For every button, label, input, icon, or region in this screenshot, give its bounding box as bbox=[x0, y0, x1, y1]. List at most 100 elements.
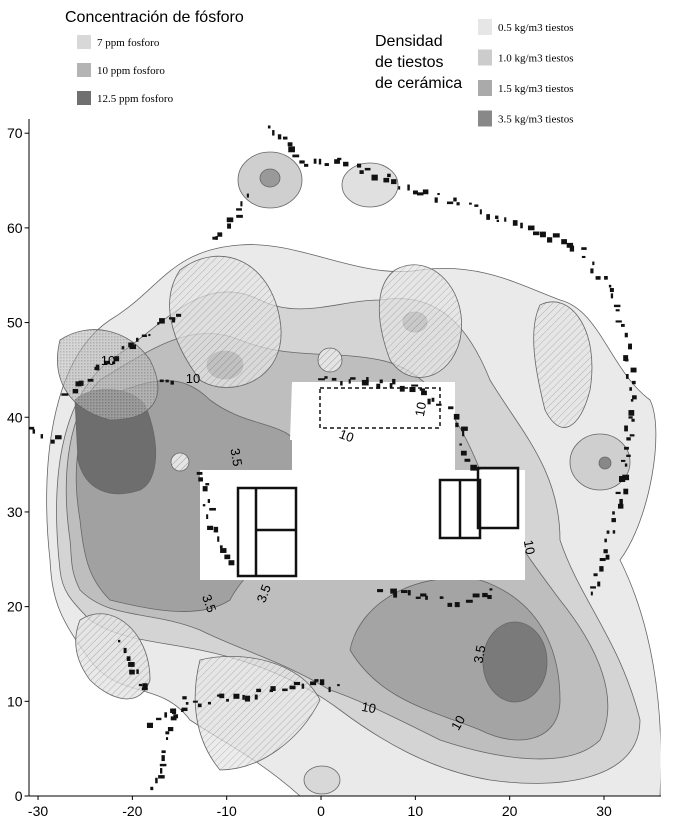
wall-stone bbox=[590, 268, 594, 274]
wall-stone bbox=[611, 518, 616, 523]
wall-stone bbox=[226, 698, 229, 702]
wall-stone bbox=[293, 681, 301, 686]
wall-stone bbox=[539, 231, 546, 238]
wall-stone bbox=[393, 592, 398, 598]
wall-stone bbox=[123, 647, 127, 654]
wall-stone bbox=[520, 222, 523, 229]
wall-stone bbox=[420, 593, 427, 597]
wall-stone bbox=[366, 377, 369, 383]
contour-label: 10 bbox=[360, 699, 377, 716]
wall-stone bbox=[146, 722, 153, 728]
wall-stone bbox=[474, 204, 479, 207]
wall-stone bbox=[75, 381, 82, 387]
wall-stone bbox=[482, 592, 488, 598]
wall-stone bbox=[217, 536, 220, 542]
wall-stone bbox=[630, 367, 637, 373]
wall-stone bbox=[217, 232, 223, 237]
wall-stone bbox=[453, 413, 460, 420]
wall-stone bbox=[310, 681, 317, 686]
y-tick-label: 60 bbox=[7, 220, 23, 236]
wall-stone bbox=[129, 344, 137, 350]
y-tick-label: 50 bbox=[7, 315, 23, 331]
wall-stone bbox=[630, 399, 634, 402]
wall-stone bbox=[422, 189, 429, 195]
legend-label: 0.5 kg/m3 tiestos bbox=[498, 22, 573, 34]
wall-stone bbox=[136, 337, 139, 342]
wall-stone bbox=[198, 477, 203, 482]
wall-stone bbox=[227, 223, 232, 229]
wall-stone bbox=[157, 322, 160, 325]
wall-stone bbox=[318, 158, 322, 165]
wall-stone bbox=[377, 589, 384, 593]
wall-stone bbox=[359, 170, 364, 174]
wall-stone bbox=[129, 669, 135, 675]
wall-stone bbox=[181, 707, 188, 712]
wall-stone bbox=[364, 167, 371, 171]
wall-stone bbox=[159, 763, 167, 767]
wall-stone bbox=[412, 190, 418, 195]
wall-stone bbox=[496, 219, 500, 222]
wall-stone bbox=[376, 383, 381, 389]
wall-stone bbox=[103, 360, 110, 365]
wall-stone bbox=[233, 693, 240, 699]
wall-stone bbox=[479, 209, 482, 215]
wall-stone bbox=[431, 397, 435, 402]
wall-stone bbox=[625, 374, 629, 379]
wall-stone bbox=[164, 712, 168, 718]
wall-stone bbox=[407, 184, 410, 191]
wall-stone bbox=[462, 430, 465, 437]
wall-stone bbox=[617, 503, 624, 509]
wall-stone bbox=[512, 220, 518, 226]
wall-stone bbox=[615, 491, 621, 495]
wall-stone bbox=[392, 378, 396, 385]
wall-stone bbox=[456, 202, 460, 206]
wall-stone bbox=[624, 332, 628, 338]
x-tick-label: -20 bbox=[122, 803, 142, 819]
wall-stone bbox=[318, 378, 325, 381]
wall-stone bbox=[299, 160, 305, 164]
wall-stone bbox=[533, 231, 540, 236]
wall-stone bbox=[604, 538, 607, 543]
wall-stone bbox=[619, 498, 623, 505]
wall-stone bbox=[621, 459, 626, 462]
wall-stone bbox=[470, 464, 477, 471]
legend-label: 1.0 kg/m3 tiestos bbox=[498, 53, 573, 65]
structures bbox=[236, 387, 520, 578]
legend-title: de tiestos bbox=[375, 54, 443, 71]
wall-stone bbox=[61, 393, 69, 396]
legend-label: 3.5 kg/m3 tiestos bbox=[498, 114, 573, 126]
wall-stone bbox=[622, 474, 630, 481]
legend-label: 10 ppm fosforo bbox=[97, 65, 165, 77]
wall-stone bbox=[292, 154, 300, 158]
wall-stone bbox=[615, 320, 622, 323]
contour-label: 10 bbox=[186, 371, 200, 386]
wall-stone bbox=[55, 435, 62, 440]
wall-stone bbox=[254, 694, 258, 700]
wall-stone bbox=[319, 679, 325, 686]
wall-stone bbox=[371, 174, 378, 181]
wall-stone bbox=[246, 193, 249, 198]
wall-stone bbox=[448, 406, 454, 410]
wall-stone bbox=[142, 683, 148, 689]
wall-stone bbox=[399, 385, 405, 392]
wall-stone bbox=[621, 323, 625, 327]
wall-stone bbox=[141, 334, 147, 338]
wall-stone bbox=[236, 214, 243, 218]
y-tick-label: 0 bbox=[15, 788, 23, 804]
wall-stone bbox=[569, 245, 575, 252]
wall-stone bbox=[40, 434, 44, 439]
contour-label: 10 bbox=[101, 353, 115, 368]
wall-stone bbox=[610, 293, 614, 299]
wall-stone bbox=[165, 731, 170, 735]
wall-stone bbox=[459, 443, 462, 446]
wall-stone bbox=[148, 333, 151, 337]
wall-stone bbox=[437, 192, 440, 196]
wall-stone bbox=[421, 390, 427, 396]
wall-stone bbox=[165, 737, 169, 740]
wall-stone bbox=[608, 284, 612, 288]
wall-stone bbox=[170, 708, 174, 714]
wall-stone bbox=[182, 696, 187, 700]
wall-stone bbox=[590, 591, 593, 596]
legend-title: Densidad bbox=[375, 33, 443, 50]
